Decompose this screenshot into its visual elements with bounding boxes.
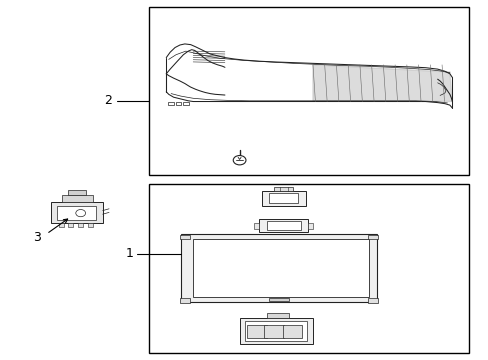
Bar <box>239 318 312 344</box>
Bar <box>180 235 189 239</box>
Circle shape <box>233 156 245 165</box>
Bar <box>51 202 102 223</box>
Bar <box>78 223 83 227</box>
Text: 1: 1 <box>125 247 133 260</box>
Bar <box>261 191 305 206</box>
Bar <box>268 298 288 301</box>
Bar <box>57 206 96 220</box>
Bar <box>264 325 283 338</box>
Bar <box>367 298 377 303</box>
Bar <box>68 190 85 195</box>
Bar <box>149 7 468 175</box>
Bar <box>245 321 306 341</box>
Bar <box>168 102 174 105</box>
Bar <box>175 102 181 105</box>
Bar <box>246 325 266 338</box>
Bar <box>268 193 298 203</box>
Bar <box>367 235 377 239</box>
Polygon shape <box>312 65 451 102</box>
Bar <box>273 187 293 191</box>
Bar <box>62 195 93 202</box>
Circle shape <box>76 210 85 217</box>
Bar <box>282 325 302 338</box>
Bar <box>59 223 63 227</box>
Bar <box>88 223 93 227</box>
Bar <box>254 223 259 229</box>
Bar <box>259 219 307 232</box>
Bar <box>266 313 288 318</box>
Bar <box>183 102 188 105</box>
Bar <box>149 184 468 353</box>
Bar <box>307 223 312 229</box>
Bar <box>68 223 73 227</box>
Bar <box>193 239 368 297</box>
Text: 3: 3 <box>33 231 41 244</box>
Bar <box>180 298 189 303</box>
Bar <box>181 234 376 302</box>
Text: 2: 2 <box>103 94 111 107</box>
Bar <box>266 221 300 230</box>
